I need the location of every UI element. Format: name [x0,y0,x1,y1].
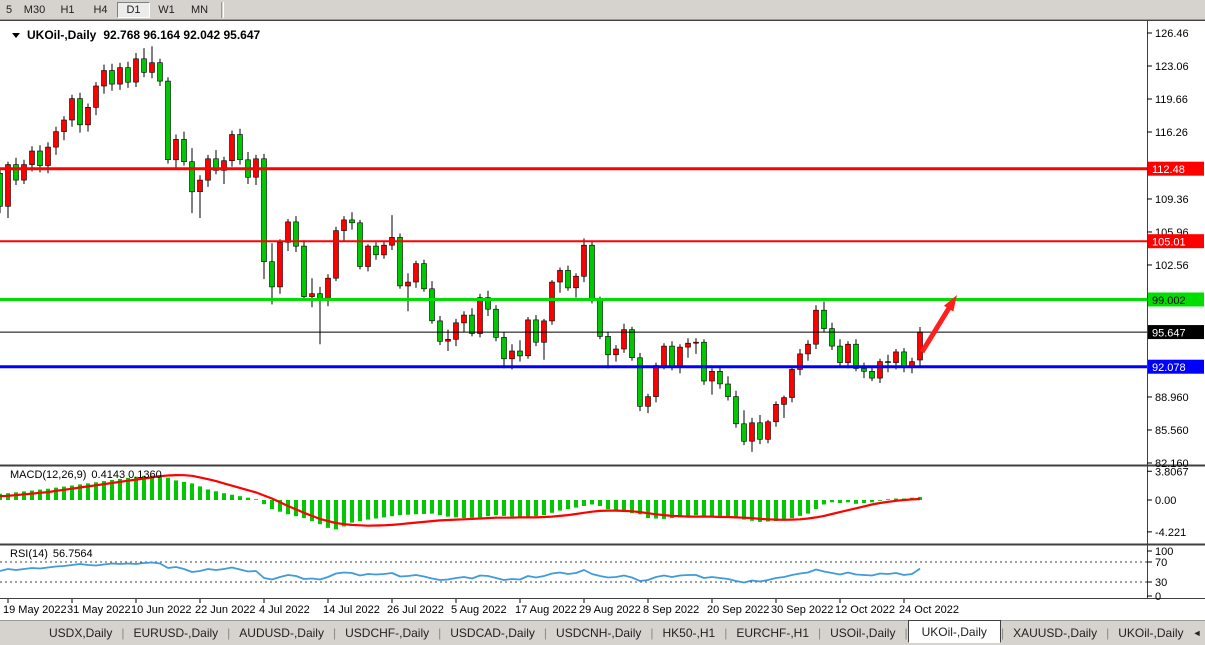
symbol-tabbar: USDX,Daily | EURUSD-,Daily | AUDUSD-,Daily | U… [0,620,1205,645]
date-axis-label-20-Sep-2022: 20 Sep 2022 [707,604,769,616]
macd-signal-line [0,474,921,527]
tab-separator: | [724,626,728,640]
tab-separator: | [818,626,822,640]
macd-axis-label--4.221: -4.221 [1155,527,1186,539]
price-axis-label-109.36: 109.36 [1155,194,1189,206]
tab-separator: | [332,626,337,640]
price-axis-label-88.960: 88.960 [1155,392,1189,404]
timeframe-toolbar: 5 M30 H1 H4 D1 W1 MN [0,0,1205,20]
price-badge-label-99.002: 99.002 [1152,295,1186,307]
date-axis-label-19-May-2022: 19 May 2022 [3,604,67,616]
tab-separator: | [121,626,125,640]
chart-tab-usdcnh-daily[interactable]: USDCNH-,Daily [556,626,642,640]
rsi-line [0,561,921,584]
timeframe-button-h1[interactable]: H1 [60,3,75,16]
price-badge-label-112.48: 112.48 [1152,164,1185,176]
rsi-axis-label-30: 30 [1155,577,1167,589]
timeframe-button-w1[interactable]: W1 [158,3,175,16]
date-axis-label-29-Aug-2022: 29 Aug 2022 [579,604,641,616]
annotation-arrow-shaft [919,302,954,354]
price-axis-label-116.26: 116.26 [1155,127,1188,139]
date-axis-label-10-Jun-2022: 10 Jun 2022 [131,604,192,616]
rsi-axis-label-100: 100 [1155,546,1173,558]
chart-tab-ukoil-daily[interactable]: UKOil-,Daily [1118,626,1184,640]
price-axis-label-123.06: 123.06 [1155,61,1189,73]
date-axis-label-5-Aug-2022: 5 Aug 2022 [451,604,507,616]
price-badge-112.48 [1148,161,1204,176]
price-badge-92.078 [1148,359,1204,374]
chart-tab-usdchf-daily[interactable]: USDCHF-,Daily [345,626,430,640]
macd-axis-label-3.8067: 3.8067 [1155,466,1189,478]
date-axis-label-12-Oct-2022: 12 Oct 2022 [835,604,895,616]
price-badge-105.01 [1148,234,1204,249]
chart-tab-audusd-daily[interactable]: AUDUSD-,Daily [239,626,324,640]
price-badge-label-105.01: 105.01 [1152,237,1186,249]
chart-tab-usdx-daily[interactable]: USDX,Daily [49,626,113,640]
date-axis-label-17-Aug-2022: 17 Aug 2022 [515,604,577,616]
toolbar-separator [221,1,224,18]
tab-separator: | [650,626,654,640]
price-axis-label-126.46: 126.46 [1155,28,1189,40]
date-axis-label-8-Sep-2022: 8 Sep 2022 [643,604,699,616]
price-badge-label-95.647: 95.647 [1152,328,1186,340]
tab-scroll-left-icon[interactable]: ◄ [1192,628,1202,638]
rsi-axis-label-0: 0 [1155,591,1161,603]
chart-tab-eurusd-daily[interactable]: EURUSD-,Daily [133,626,219,640]
macd-axis-label-0.00: 0.00 [1155,495,1176,507]
chart-tab-eurchf-h1[interactable]: EURCHF-,H1 [736,626,809,640]
chart-tab-usdcad-daily[interactable]: USDCAD-,Daily [450,626,535,640]
tab-separator: | [438,626,442,640]
chart-tab-usoil-daily[interactable]: USOil-,Daily [830,626,896,640]
chart-tab-xauusd-daily[interactable]: XAUUSD-,Daily [1013,626,1098,640]
price-badge-99.002 [1148,292,1204,307]
price-badge-95.647 [1148,325,1204,340]
tab-separator: | [904,626,908,640]
date-axis-label-30-Sep-2022: 30 Sep 2022 [771,604,833,616]
tab-separator: | [1000,626,1005,640]
date-axis-label-26-Jul-2022: 26 Jul 2022 [387,604,444,616]
tab-separator: | [1106,626,1110,640]
price-axis-label-85.560: 85.560 [1155,425,1189,437]
timeframe-button-mn[interactable]: MN [190,3,209,16]
date-axis-label-22-Jun-2022: 22 Jun 2022 [195,604,256,616]
timeframe-button-m30[interactable]: M30 [23,3,46,16]
annotation-arrow-head[interactable] [943,295,957,312]
price-axis-label-102.56: 102.56 [1155,260,1189,272]
rsi-axis-label-70: 70 [1155,557,1167,569]
date-axis-label-14-Jul-2022: 14 Jul 2022 [323,604,380,616]
chart-tab-ukoil-daily-active[interactable]: UKOil-,Daily [907,620,1001,643]
price-axis-label-119.66: 119.66 [1155,94,1188,106]
price-badge-label-92.078: 92.078 [1152,362,1186,374]
date-axis-label-4-Jul-2022: 4 Jul 2022 [259,604,310,616]
price-axis-label-82.160: 82.160 [1155,458,1189,470]
tab-separator: | [543,626,548,640]
date-axis-label-24-Oct-2022: 24 Oct 2022 [899,604,959,616]
date-axis-label-31-May-2022: 31 May 2022 [67,604,131,616]
tab-separator: | [227,626,231,640]
chart-canvas[interactable]: 126.46123.06119.66116.26109.36105.96102.… [0,20,1205,620]
timeframe-button-h4[interactable]: H4 [93,3,108,16]
timeframe-button-d1[interactable]: D1 [117,1,150,18]
chart-tab-hk50-h1[interactable]: HK50-,H1 [662,626,716,640]
macd-histogram [0,475,922,530]
timeframe-button-5[interactable]: 5 [5,3,13,16]
